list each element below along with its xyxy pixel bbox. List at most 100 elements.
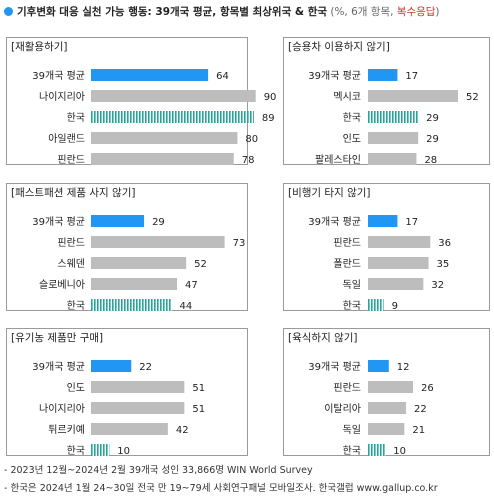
bar-average <box>368 215 398 227</box>
category-label: 인도 <box>343 133 361 145</box>
value-label: 64 <box>216 71 229 82</box>
value-label: 22 <box>414 404 427 415</box>
category-label: 독일 <box>343 424 361 436</box>
header-note-close: ) <box>435 6 440 18</box>
category-label: 한국 <box>343 445 361 457</box>
footnote-korea: - 한국은 2024년 1월 24~30일 전국 만 19~79세 사회연구패널… <box>4 483 438 494</box>
value-label: 29 <box>426 113 439 124</box>
bar-average <box>368 360 389 372</box>
category-label: 튀르키예 <box>48 424 85 436</box>
category-label: 이탈리아 <box>324 402 361 415</box>
category-label: 핀란드 <box>57 154 85 166</box>
category-label: 인도 <box>67 382 85 394</box>
category-label: 한국 <box>343 300 361 312</box>
category-label: 폴란드 <box>333 258 361 270</box>
category-label: 한국 <box>67 112 85 124</box>
bar-country <box>368 402 407 414</box>
bar-korea <box>368 111 419 123</box>
value-label: 17 <box>405 217 418 228</box>
category-label: 39개국 평균 <box>32 216 85 228</box>
value-label: 80 <box>245 134 258 145</box>
bar-chart: 39개국 평균 64 나이지리아 90 한국 89 아일랜드 80 핀란드 78 <box>32 69 276 166</box>
bar-korea <box>91 444 110 456</box>
category-label: 핀란드 <box>333 237 361 249</box>
bar-chart: 39개국 평균 17 핀란드 36 폴란드 35 독일 32 한국 9 <box>308 215 451 312</box>
value-label: 51 <box>192 383 205 394</box>
bar-chart: 39개국 평균 29 핀란드 73 스웨덴 52 슬로베니아 47 한국 44 <box>32 215 246 312</box>
bar-country <box>91 402 185 414</box>
category-label: 슬로베니아 <box>39 279 85 291</box>
category-label: 팔레스타인 <box>315 154 361 166</box>
value-label: 78 <box>242 155 255 166</box>
panel-recycling: [재활용하기] 39개국 평균 64 나이지리아 90 한국 89 아일랜드 80 핀란드 78 <box>6 37 276 166</box>
bar-country <box>91 257 187 269</box>
bar-chart: 39개국 평균 12 핀란드 26 이탈리아 22 독일 21 한국 10 <box>308 360 434 457</box>
bar-country <box>91 153 234 165</box>
header-note-multi: 복수응답 <box>396 6 436 18</box>
value-label: 29 <box>152 217 165 228</box>
category-label: 핀란드 <box>57 237 85 249</box>
category-label: 멕시코 <box>333 91 361 103</box>
value-label: 52 <box>194 259 207 270</box>
value-label: 21 <box>412 425 425 436</box>
panel-title: [육식하지 않기] <box>288 332 358 344</box>
panel-title: [비행기 타지 않기] <box>288 187 371 199</box>
category-label: 핀란드 <box>333 382 361 394</box>
footnote-survey: - 2023년 12월~2024년 2월 39개국 성인 33,866명 WIN… <box>4 465 313 476</box>
panel-no-flight: [비행기 타지 않기] 39개국 평균 17 핀란드 36 폴란드 35 독일 32 한국 9 <box>283 183 490 312</box>
bar-chart: 39개국 평균 22 인도 51 나이지리아 51 튀르키예 42 한국 10 <box>32 360 205 457</box>
bullet-circle-icon <box>4 7 13 16</box>
value-label: 90 <box>264 92 277 103</box>
value-label: 47 <box>185 280 198 291</box>
value-label: 12 <box>397 362 410 373</box>
bar-korea <box>91 299 172 311</box>
category-label: 한국 <box>343 112 361 124</box>
category-label: 39개국 평균 <box>308 70 361 82</box>
bar-country <box>91 278 178 290</box>
bar-country <box>368 132 419 144</box>
category-label: 39개국 평균 <box>308 216 361 228</box>
category-label: 39개국 평균 <box>32 70 85 82</box>
value-label: 35 <box>437 259 450 270</box>
bar-country <box>368 257 429 269</box>
page-title: 기후변화 대응 실천 가능 행동: 39개국 평균, 항목별 최상위국 & 한국 <box>17 6 328 18</box>
value-label: 22 <box>139 362 152 373</box>
category-label: 나이지리아 <box>39 403 85 415</box>
bar-korea <box>91 111 254 123</box>
panel-title: [승용차 이용하지 않기] <box>288 41 390 53</box>
bar-country <box>368 153 417 165</box>
value-label: 10 <box>393 446 406 457</box>
bar-country <box>368 381 413 393</box>
panel-title: [패스트패션 제품 사지 않기] <box>11 187 136 199</box>
bar-average <box>91 360 132 372</box>
bar-country <box>91 90 256 102</box>
category-label: 나이지리아 <box>39 91 85 103</box>
panel-no-meat: [육식하지 않기] 39개국 평균 12 핀란드 26 이탈리아 22 독일 21 한국 10 <box>283 328 490 457</box>
category-label: 독일 <box>343 279 361 291</box>
bar-country <box>368 236 431 248</box>
value-label: 42 <box>176 425 189 436</box>
value-label: 51 <box>192 404 205 415</box>
bar-country <box>368 278 424 290</box>
bar-korea <box>368 444 386 456</box>
header-note-open: (%, 6개 항목, <box>327 6 397 18</box>
value-label: 17 <box>405 71 418 82</box>
value-label: 10 <box>117 446 130 457</box>
category-label: 39개국 평균 <box>308 361 361 373</box>
bar-country <box>91 423 168 435</box>
bar-average <box>91 69 209 81</box>
panel-no-car: [승용차 이용하지 않기] 39개국 평균 17 멕시코 52 한국 29 인도 29 팔레스타… <box>283 37 490 166</box>
value-label: 52 <box>466 92 479 103</box>
value-label: 73 <box>233 238 246 249</box>
bar-country <box>91 381 185 393</box>
bar-average <box>368 69 398 81</box>
bar-korea <box>368 299 384 311</box>
category-label: 한국 <box>67 445 85 457</box>
category-label: 아일랜드 <box>48 133 85 145</box>
value-label: 26 <box>421 383 434 394</box>
value-label: 32 <box>431 280 444 291</box>
bar-country <box>368 423 405 435</box>
value-label: 9 <box>392 301 398 312</box>
panel-title: [유기농 제품만 구매] <box>11 332 104 344</box>
value-label: 89 <box>262 113 275 124</box>
